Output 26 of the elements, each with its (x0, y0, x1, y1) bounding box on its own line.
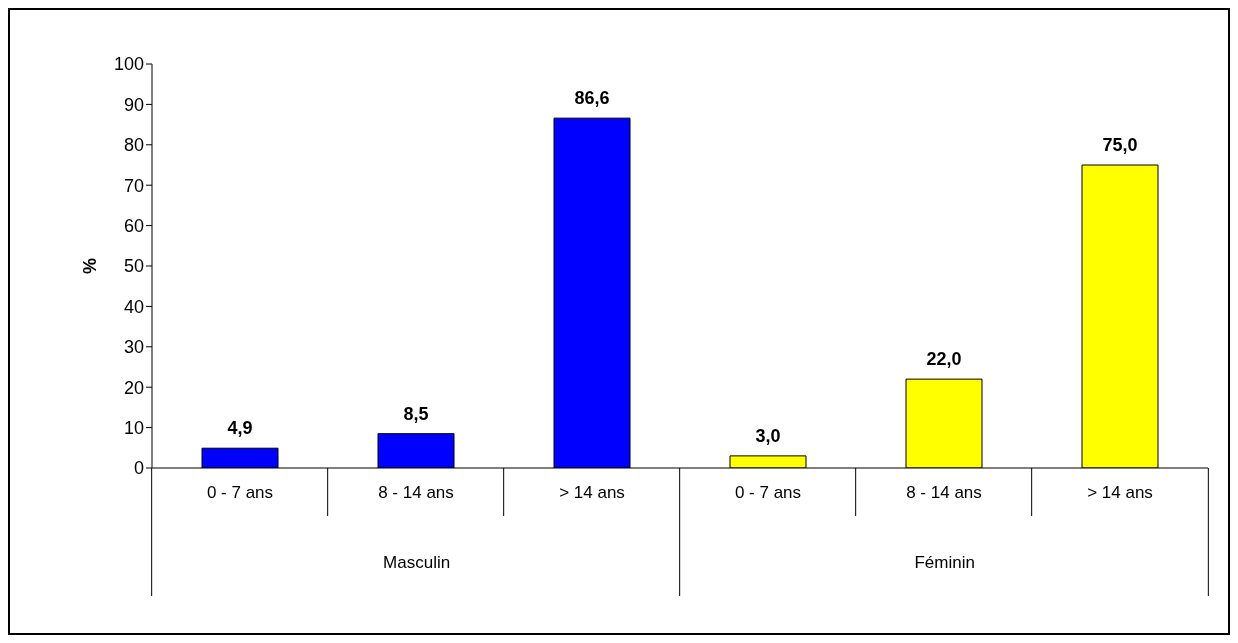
y-tick-label: 10 (123, 417, 144, 438)
y-tick-label: 30 (123, 337, 144, 358)
data-label: 8,5 (403, 403, 429, 424)
y-tick-label: 40 (123, 296, 144, 317)
x-tick-label: 0 - 7 ans (734, 483, 802, 502)
x-tick-label: > 14 ans (559, 483, 625, 502)
x-tick-label: > 14 ans (1087, 483, 1153, 502)
text: Masculin (383, 553, 451, 572)
x-tick-label: 8 - 14 ans (906, 483, 982, 502)
y-axis-title: % (80, 257, 101, 275)
data-label: 4,9 (227, 418, 253, 439)
data-label: 75,0 (1102, 135, 1138, 155)
data-label: 3,0 (755, 425, 781, 446)
data-label: 22,0 (926, 349, 962, 370)
y-tick-label: 100 (113, 54, 144, 75)
y-tick-label: 90 (123, 94, 144, 115)
y-tick-label: 0 (133, 458, 144, 479)
y-tick-label: 80 (123, 135, 144, 156)
data-label: 86,6 (574, 88, 610, 109)
y-tick-label: 50 (123, 256, 144, 277)
text: Féminin (914, 553, 975, 572)
y-tick-label: 70 (123, 175, 144, 196)
y-tick-label: 60 (123, 215, 144, 236)
y-tick-label: 20 (123, 377, 144, 398)
x-tick-label: 8 - 14 ans (378, 483, 454, 502)
x-tick-label: 0 - 7 ans (206, 483, 274, 502)
